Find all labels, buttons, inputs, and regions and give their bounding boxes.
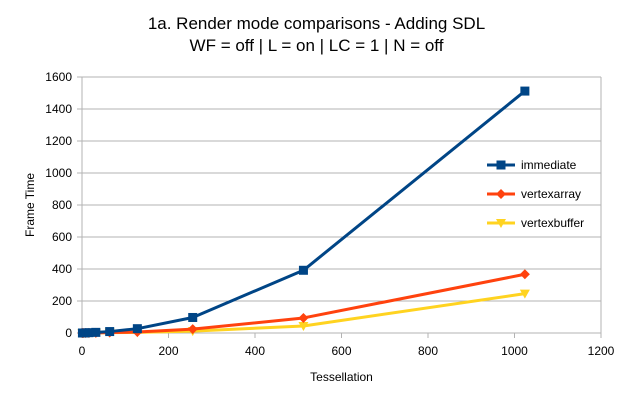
x-tick-label: 400 bbox=[245, 344, 265, 358]
y-tick-label: 800 bbox=[52, 198, 72, 212]
data-point-vertexarray bbox=[519, 269, 530, 280]
y-tick-label: 200 bbox=[52, 294, 72, 308]
y-tick-label: 1200 bbox=[45, 134, 72, 148]
legend-swatch-marker bbox=[496, 219, 506, 228]
x-tick-label: 200 bbox=[158, 344, 178, 358]
series-immediate bbox=[77, 86, 530, 338]
x-tick-label: 0 bbox=[79, 344, 86, 358]
plot-area bbox=[77, 86, 530, 338]
y-axis-label: Frame Time bbox=[23, 173, 37, 237]
series-line-immediate bbox=[81, 89, 526, 335]
y-tick-label: 400 bbox=[52, 262, 72, 276]
legend-item-immediate: immediate bbox=[487, 158, 577, 172]
legend-item-vertexbuffer: vertexbuffer bbox=[487, 216, 584, 230]
legend: immediate vertexarray vertexbuffer bbox=[487, 158, 584, 230]
x-tick-label: 1200 bbox=[588, 344, 615, 358]
data-point-immediate bbox=[91, 327, 101, 337]
legend-label: vertexbuffer bbox=[521, 216, 584, 230]
y-tick-label: 1400 bbox=[45, 102, 72, 116]
x-tick-label: 600 bbox=[331, 344, 351, 358]
y-tick-label: 1600 bbox=[45, 70, 72, 84]
x-tick-label: 800 bbox=[418, 344, 438, 358]
axes bbox=[77, 76, 602, 338]
x-axis-label: Tessellation bbox=[310, 370, 373, 384]
tick-labels: 0 200 400 600 800 1000 1200 1400 1600 0 200 400 600 8… bbox=[45, 70, 614, 358]
x-tick-label: 1000 bbox=[501, 344, 528, 358]
data-point-vertexbuffer bbox=[519, 289, 530, 299]
data-point-vertexarray bbox=[187, 324, 198, 335]
data-point-immediate bbox=[132, 324, 142, 334]
data-point-vertexarray bbox=[298, 312, 309, 323]
data-point-immediate bbox=[84, 328, 94, 338]
data-point-vertexbuffer bbox=[298, 321, 309, 331]
y-tick-label: 600 bbox=[52, 230, 72, 244]
data-point-immediate bbox=[188, 312, 198, 322]
legend-swatch-marker bbox=[496, 189, 506, 199]
chart-subtitle: WF = off | L = on | LC = 1 | N = off bbox=[189, 36, 444, 55]
y-tick-label: 0 bbox=[65, 326, 72, 340]
data-point-immediate bbox=[105, 327, 115, 337]
legend-swatch-marker bbox=[496, 160, 506, 170]
legend-item-vertexarray: vertexarray bbox=[487, 187, 581, 201]
legend-label: immediate bbox=[521, 158, 577, 172]
legend-label: vertexarray bbox=[521, 187, 581, 201]
data-point-immediate bbox=[520, 86, 530, 96]
y-tick-label: 1000 bbox=[45, 166, 72, 180]
chart-title: 1a. Render mode comparisons - Adding SDL bbox=[147, 14, 486, 33]
data-point-immediate bbox=[298, 265, 308, 275]
